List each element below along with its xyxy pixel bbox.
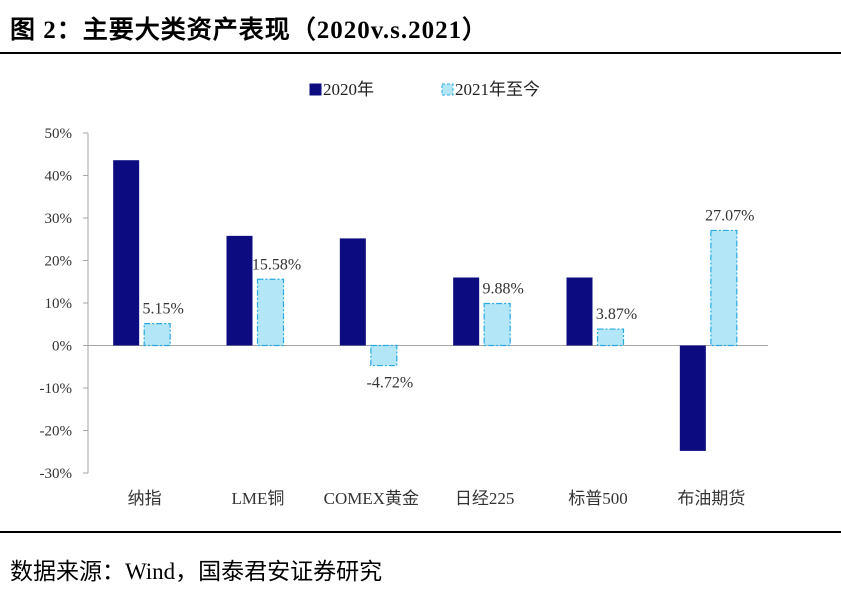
bar-2020 (226, 235, 253, 346)
bar-2021 (143, 323, 171, 347)
data-labels: 5.15% 15.58% -4.72% 9.88% 3.87% 27.07% (143, 207, 755, 391)
y-tick-label: 20% (45, 254, 73, 270)
top-rule (0, 52, 841, 54)
x-tick-label: 标普500 (568, 489, 628, 508)
x-tick-label: 日经225 (455, 489, 515, 508)
data-label-2021: 3.87% (596, 306, 637, 323)
bar-2020 (679, 345, 706, 451)
legend-swatch-0 (309, 83, 322, 96)
bars (113, 160, 738, 451)
bar-2020 (113, 160, 140, 346)
y-tick-label: 50% (45, 126, 73, 142)
y-tick-label: 30% (45, 211, 73, 227)
x-tick-label: 布油期货 (677, 489, 745, 508)
x-tick-label: LME铜 (232, 489, 285, 508)
data-label-2021: -4.72% (367, 375, 414, 392)
y-tick-label: 40% (45, 169, 73, 185)
bar-2020 (453, 277, 480, 346)
y-tick-label: 0% (52, 339, 72, 355)
x-tick-label: COMEX黄金 (324, 489, 419, 508)
bar-2020 (566, 277, 593, 346)
bar-2021 (256, 278, 285, 347)
y-tick-label: 10% (45, 296, 73, 312)
data-label-2021: 5.15% (143, 301, 184, 318)
bar-2021 (710, 229, 738, 347)
x-tick-label: 纳指 (128, 489, 162, 508)
x-axis: 纳指 LME铜 COMEX黄金 日经225 标普500 布油期货 (128, 489, 746, 508)
legend-label-1: 2021年至今 (455, 80, 540, 99)
legend-label-0: 2020年 (323, 80, 374, 99)
y-tick-label: -20% (40, 424, 73, 440)
legend-swatch-1 (441, 83, 454, 96)
data-label-2021: 27.07% (705, 207, 754, 224)
chart-legend: 2020年 2021年至今 (309, 80, 540, 99)
y-tick-label: -30% (40, 466, 73, 482)
bottom-rule (0, 531, 841, 533)
figure-title: 图 2：主要大类资产表现（2020v.s.2021） (10, 17, 489, 44)
data-label-2021: 9.88% (483, 281, 524, 298)
bar-2021 (483, 302, 511, 347)
source-note: 数据来源：Wind，国泰君安证券研究 (10, 559, 383, 584)
bar-2021 (370, 344, 398, 367)
bar-chart: 2020年 2021年至今 -30% -20% -10% 0% 10% 20% 30% 40% 5… (40, 80, 768, 508)
bar-2020 (339, 238, 366, 346)
y-axis: -30% -20% -10% 0% 10% 20% 30% 40% 50% (40, 126, 768, 482)
bar-2021 (596, 328, 625, 347)
data-label-2021: 15.58% (252, 256, 301, 273)
y-tick-label: -10% (40, 381, 73, 397)
